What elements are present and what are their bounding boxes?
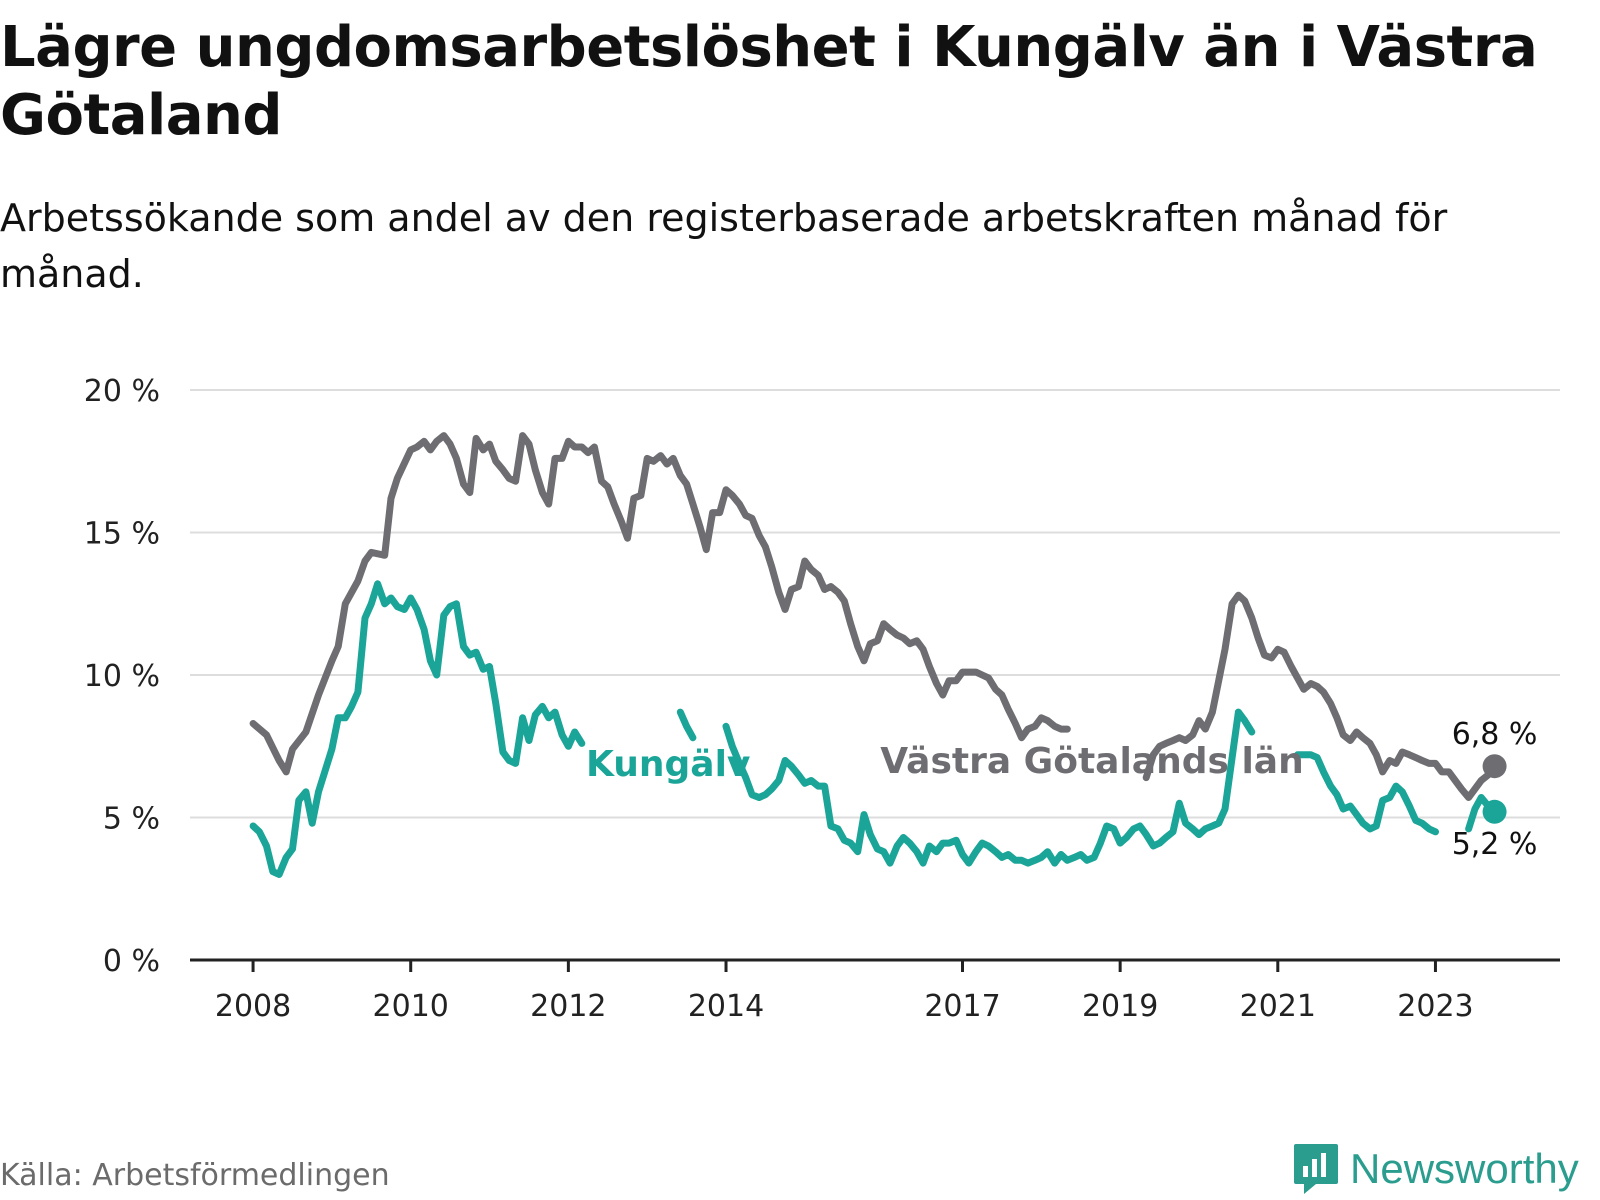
- vastra-gotaland-end-label: 6,8 %: [1452, 717, 1538, 752]
- x-tick-label: 2010: [373, 989, 449, 1024]
- x-tick-label: 2012: [530, 989, 606, 1024]
- chart-subtitle: Arbetssökande som andel av den registerb…: [0, 196, 1448, 296]
- x-tick-label: 2014: [688, 989, 764, 1024]
- bar-chart-icon: [1294, 1144, 1338, 1194]
- series-labels: Västra Götalands län Kungälv 6,8 % 5,2 %: [586, 717, 1537, 862]
- x-tick-label: 2017: [924, 989, 1000, 1024]
- x-tick-label: 2008: [215, 989, 291, 1024]
- kungalv-label: Kungälv: [586, 744, 750, 785]
- y-tick-label: 0 %: [103, 944, 160, 979]
- x-tick-label: 2021: [1240, 989, 1316, 1024]
- kungalv-line: [249, 580, 586, 878]
- kungalv-line: [676, 708, 697, 742]
- y-axis-tick-labels: 0 % 5 % 10 % 15 % 20 %: [84, 374, 160, 979]
- line-chart: 0 % 5 % 10 % 15 % 20 % Västra Götalands län K…: [84, 374, 1560, 1024]
- y-tick-label: 20 %: [84, 374, 160, 409]
- kungalv-end-point: [1482, 799, 1507, 824]
- vastra-gotaland-line: [249, 432, 1071, 776]
- vastra-gotaland-label: Västra Götalands län: [880, 741, 1303, 782]
- kungalv-end-label: 5,2 %: [1452, 827, 1538, 862]
- series-lines: [249, 432, 1507, 878]
- x-tick-label: 2023: [1397, 989, 1473, 1024]
- vastra-gotaland-end-point: [1482, 754, 1507, 779]
- vastra-gotaland-line: [1142, 591, 1499, 801]
- x-axis: 2008 2010 2012 2014 2017 2019 2021 2023: [190, 958, 1560, 1024]
- kungalv-line: [722, 708, 1256, 867]
- chart-title: Lägre ungdomsarbetslöshet i Kungälv än i…: [0, 15, 1538, 148]
- y-tick-label: 15 %: [84, 517, 160, 552]
- x-tick-label: 2019: [1082, 989, 1158, 1024]
- gridlines: [190, 389, 1560, 819]
- kungalv-line: [1294, 751, 1439, 836]
- y-tick-label: 10 %: [84, 659, 160, 694]
- source-note: Källa: Arbetsförmedlingen: [0, 1158, 390, 1193]
- newsworthy-logo: Newsworthy: [1292, 1142, 1579, 1196]
- brand-name: Newsworthy: [1350, 1145, 1579, 1192]
- y-tick-label: 5 %: [103, 802, 160, 837]
